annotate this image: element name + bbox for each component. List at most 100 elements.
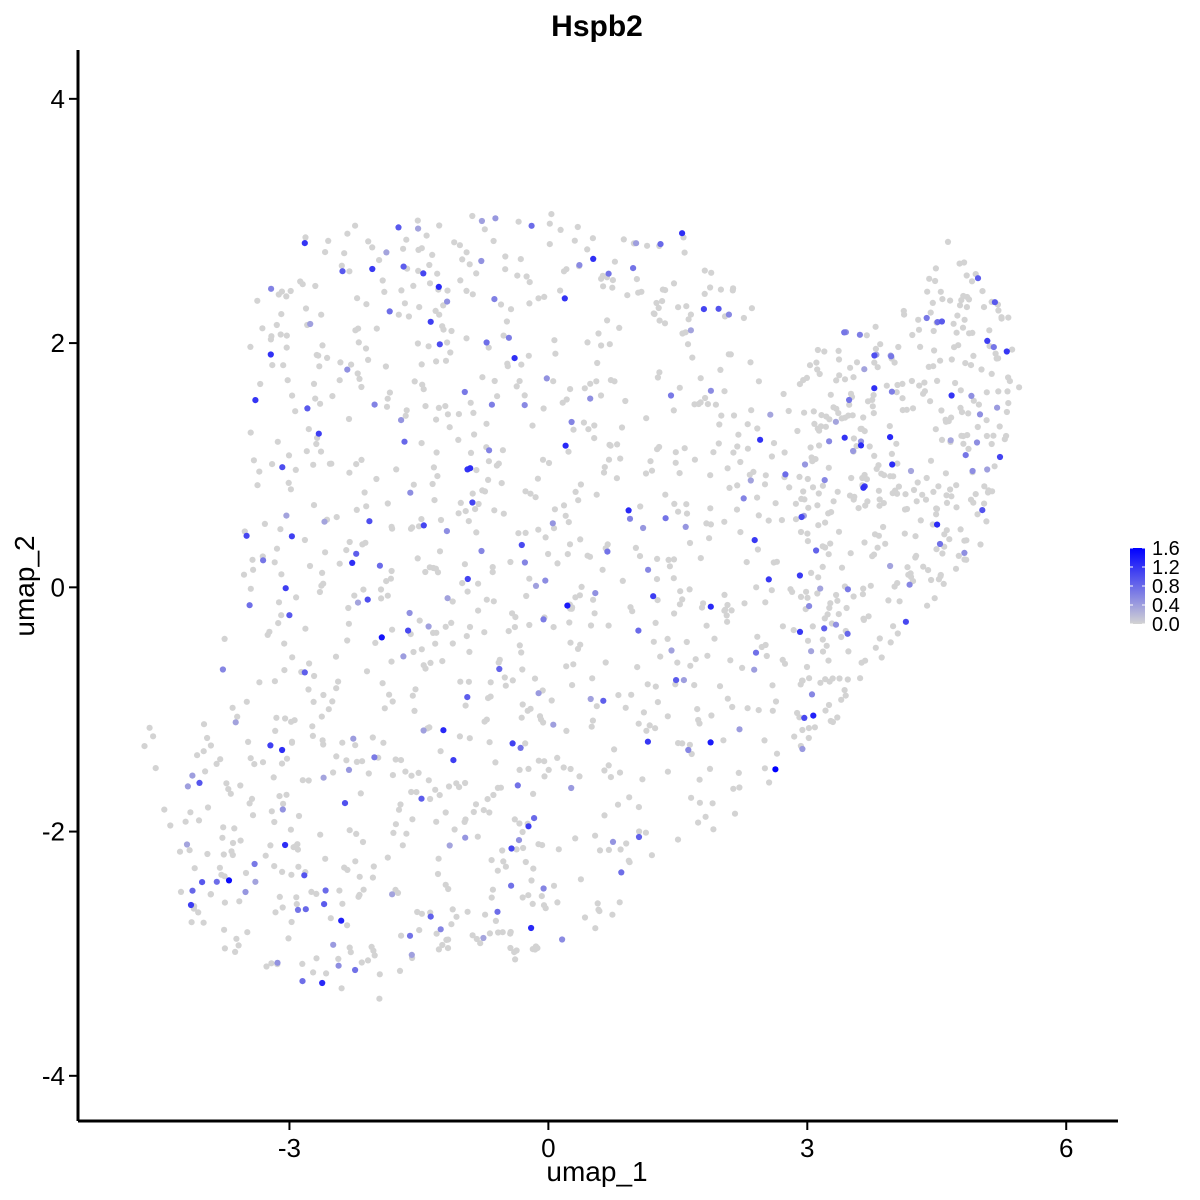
data-point <box>703 622 710 629</box>
data-point <box>341 250 348 257</box>
chart-title: Hspb2 <box>551 10 643 43</box>
data-point <box>567 386 574 393</box>
data-point <box>920 563 927 570</box>
data-point <box>676 601 684 608</box>
data-point <box>943 492 950 499</box>
data-point <box>935 483 942 490</box>
data-point <box>483 596 490 603</box>
data-point <box>825 701 833 709</box>
data-point <box>302 906 309 913</box>
data-point <box>515 218 522 225</box>
data-point <box>271 559 278 566</box>
data-point <box>679 740 686 747</box>
data-point <box>243 698 250 705</box>
data-point <box>991 299 999 306</box>
data-point <box>341 800 349 807</box>
data-point <box>715 305 722 312</box>
data-point <box>187 809 194 816</box>
data-point <box>508 882 515 889</box>
data-point <box>597 392 605 399</box>
data-point <box>912 533 919 540</box>
data-point <box>825 464 832 471</box>
data-point <box>435 404 442 411</box>
data-point <box>299 777 306 784</box>
data-point <box>325 706 332 713</box>
data-point <box>267 842 274 849</box>
data-point <box>319 569 326 577</box>
data-point <box>389 891 396 898</box>
data-point <box>416 617 423 624</box>
data-point <box>310 380 318 387</box>
data-point <box>315 352 322 359</box>
data-point <box>571 237 578 244</box>
data-point <box>346 469 353 476</box>
data-point <box>1005 374 1012 381</box>
data-point <box>316 363 323 370</box>
data-point <box>398 932 405 939</box>
data-point <box>816 370 823 378</box>
data-point <box>791 733 798 740</box>
data-point <box>822 519 829 526</box>
data-point <box>683 638 690 646</box>
data-point <box>336 377 343 384</box>
data-point <box>418 646 425 653</box>
data-point <box>902 491 909 498</box>
data-point <box>362 345 370 352</box>
data-point <box>223 780 230 787</box>
data-point <box>268 285 275 292</box>
data-point <box>773 750 781 757</box>
data-point <box>376 562 383 569</box>
data-point <box>432 786 439 793</box>
data-point <box>830 498 837 505</box>
data-point <box>975 401 983 408</box>
data-point <box>565 519 572 526</box>
data-point <box>815 574 822 581</box>
data-point <box>808 691 816 698</box>
data-point <box>536 713 544 720</box>
data-point <box>284 377 291 384</box>
data-point <box>751 666 758 673</box>
data-point <box>584 552 591 559</box>
data-point <box>276 893 283 901</box>
data-point <box>401 438 408 445</box>
data-point <box>320 580 327 587</box>
data-point <box>486 447 493 454</box>
data-point <box>551 506 559 513</box>
data-point <box>489 564 496 571</box>
data-point <box>225 786 232 793</box>
data-point <box>730 285 737 292</box>
data-point <box>615 692 622 699</box>
data-point <box>283 512 290 519</box>
data-point <box>503 318 510 325</box>
data-point <box>278 612 285 619</box>
data-point <box>801 714 808 722</box>
data-point <box>161 806 168 813</box>
data-point <box>953 504 960 511</box>
data-point <box>491 296 498 303</box>
data-point <box>415 523 423 530</box>
data-point <box>581 914 589 921</box>
data-point <box>913 498 920 505</box>
data-point <box>712 401 720 408</box>
data-point <box>768 453 776 460</box>
data-point <box>867 582 874 589</box>
data-point <box>645 566 652 573</box>
data-point <box>995 307 1002 314</box>
data-point <box>827 600 834 607</box>
data-point <box>919 491 926 498</box>
data-point <box>481 226 488 233</box>
data-point <box>352 966 359 974</box>
data-point <box>958 297 965 304</box>
data-point <box>804 637 812 644</box>
data-point <box>499 447 506 454</box>
data-point <box>439 323 446 330</box>
data-point <box>814 502 821 509</box>
data-point <box>904 564 911 571</box>
data-point <box>822 423 830 430</box>
data-point <box>416 304 423 311</box>
data-point <box>921 379 928 386</box>
data-point <box>679 230 686 237</box>
data-point <box>593 703 600 710</box>
data-point <box>930 488 937 495</box>
data-point <box>882 540 889 547</box>
